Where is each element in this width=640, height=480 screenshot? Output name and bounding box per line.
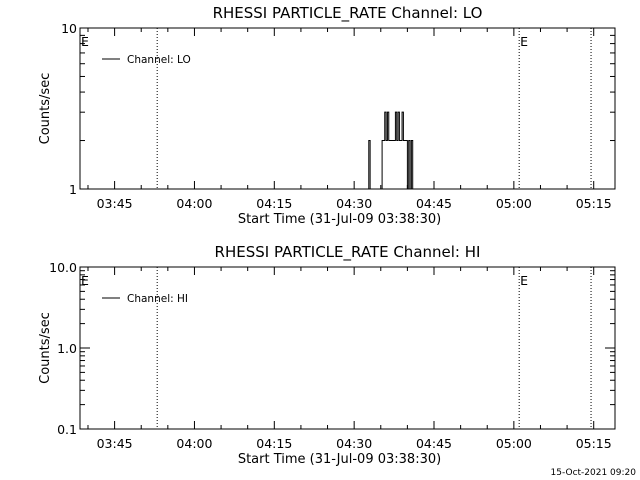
chart-title: RHESSI PARTICLE_RATE Channel: LO	[213, 4, 483, 23]
x-tick-label: 05:00	[496, 436, 532, 451]
event-marker: E	[520, 273, 528, 288]
y-axis-label: Counts/sec	[38, 312, 53, 384]
x-tick-label: 05:15	[576, 436, 612, 451]
chart-panel-2: RHESSI PARTICLE_RATE Channel: HI 03:45 04:…	[38, 243, 616, 467]
y-tick-label: 10	[61, 21, 77, 36]
plot-frame	[79, 266, 616, 430]
x-tick-label: 04:00	[176, 436, 212, 451]
x-axis-label: Start Time (31-Jul-09 03:38:30)	[238, 212, 441, 227]
y-tick-label: 1.0	[57, 341, 77, 356]
x-tick-label: 04:45	[416, 196, 452, 211]
series-line	[367, 111, 415, 190]
x-tick-label: 04:45	[416, 436, 452, 451]
y-tick-label: 1	[69, 182, 77, 197]
x-tick-label: 03:45	[97, 196, 133, 211]
x-tick-label: 03:45	[97, 436, 133, 451]
x-tick-label: 05:15	[576, 196, 612, 211]
x-axis-label: Start Time (31-Jul-09 03:38:30)	[238, 452, 441, 467]
x-tick-label: 05:00	[496, 196, 532, 211]
y-axis-label: Counts/sec	[38, 73, 53, 145]
y-tick-label: 0.1	[57, 422, 77, 437]
x-tick-label: 04:30	[336, 196, 372, 211]
x-tick-label: 04:00	[176, 196, 212, 211]
event-marker: E	[81, 273, 89, 288]
y-tick-label: 10.0	[49, 260, 77, 275]
chart-title: RHESSI PARTICLE_RATE Channel: HI	[215, 243, 481, 262]
legend-label: Channel: HI	[127, 293, 188, 305]
chart-panel-1: RHESSI PARTICLE_RATE Channel: LO 03:45 04:…	[38, 4, 616, 227]
x-tick-label: 04:15	[256, 436, 292, 451]
event-marker: E	[520, 34, 528, 49]
plot-frame	[79, 27, 616, 190]
x-tick-label: 04:30	[336, 436, 372, 451]
footer-timestamp: 15-Oct-2021 09:20	[551, 468, 637, 478]
x-tick-label: 04:15	[256, 196, 292, 211]
event-marker: E	[81, 34, 89, 49]
legend-label: Channel: LO	[127, 54, 191, 66]
